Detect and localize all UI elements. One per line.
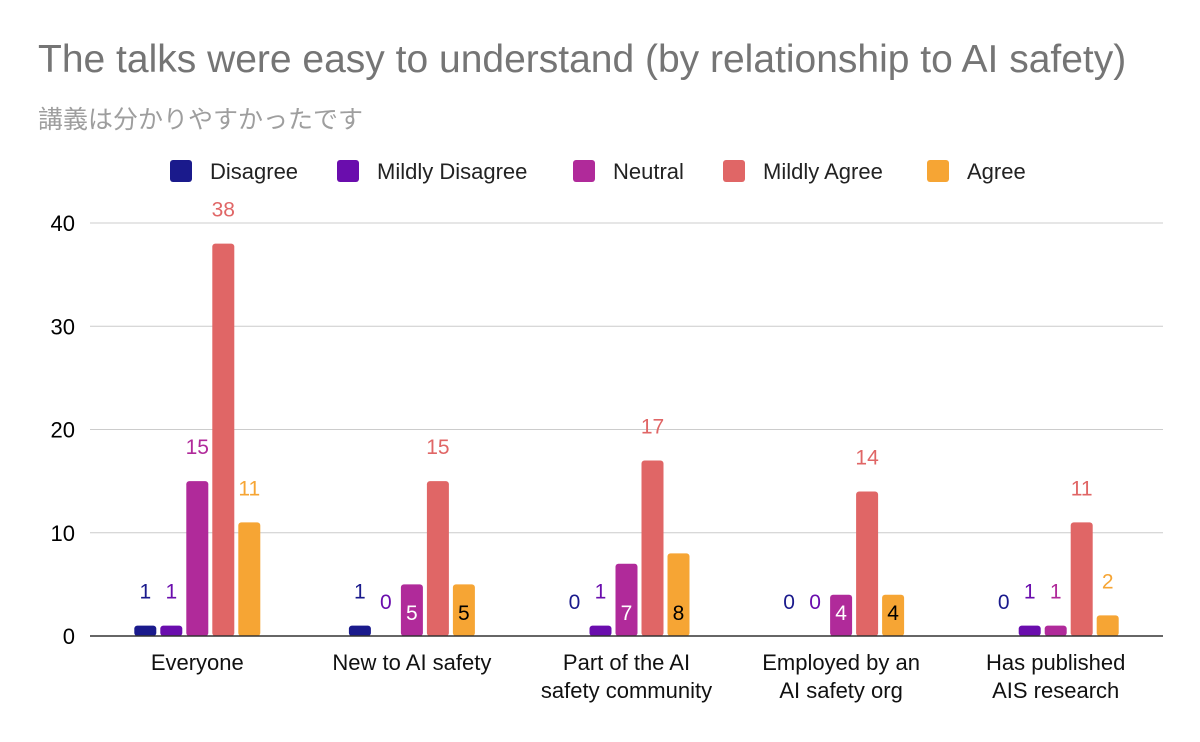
legend-swatch (927, 160, 949, 182)
bar (134, 625, 157, 636)
legend-swatch (573, 160, 595, 182)
data-label: 1 (1024, 581, 1036, 604)
bar (160, 625, 183, 636)
data-label: 0 (998, 591, 1010, 614)
data-label: 17 (641, 415, 664, 438)
legend-label: Mildly Agree (763, 159, 883, 184)
legend-label: Mildly Disagree (377, 159, 527, 184)
bar (882, 594, 905, 636)
gridlines (90, 222, 1163, 534)
chart-title: The talks were easy to understand (by re… (38, 38, 1127, 81)
y-tick-label: 40 (51, 211, 75, 236)
bar (1044, 625, 1067, 636)
data-label: 2 (1102, 570, 1114, 593)
bar (1070, 522, 1093, 636)
data-label: 0 (569, 591, 581, 614)
bar (400, 584, 423, 636)
y-tick-label: 30 (51, 314, 75, 339)
category-label: Employed by an (762, 650, 920, 675)
bar (856, 491, 879, 636)
data-label: 0 (783, 591, 795, 614)
chart-subtitle: 講義は分かりやすかったです (38, 105, 364, 134)
data-label: 7 (621, 602, 633, 625)
data-label: 1 (139, 581, 151, 604)
bar (238, 522, 261, 636)
legend-label: Neutral (613, 159, 684, 184)
bar (1018, 625, 1041, 636)
category-label: AIS research (992, 678, 1119, 703)
legend-label: Agree (967, 159, 1026, 184)
data-label: 11 (1071, 477, 1093, 500)
data-label: 4 (835, 602, 847, 625)
bar (641, 460, 664, 636)
category-label: Everyone (151, 650, 244, 675)
category-label: New to AI safety (332, 650, 491, 675)
bar (1096, 615, 1119, 636)
data-label: 38 (212, 199, 235, 222)
data-label: 4 (887, 602, 899, 625)
data-label: 15 (186, 436, 209, 459)
category-label: Has published (986, 650, 1125, 675)
data-label: 11 (238, 477, 260, 500)
data-label: 0 (809, 591, 821, 614)
data-label: 1 (1050, 581, 1062, 604)
data-label: 0 (380, 591, 392, 614)
legend-label: Disagree (210, 159, 298, 184)
bar (452, 584, 475, 636)
y-tick-label: 10 (51, 521, 75, 546)
bar (426, 481, 449, 636)
data-label: 5 (458, 602, 470, 625)
data-label: 15 (426, 436, 449, 459)
bar (186, 481, 209, 636)
legend-swatch (170, 160, 192, 182)
data-label: 14 (855, 446, 879, 469)
bar (667, 553, 690, 636)
legend-swatch (337, 160, 359, 182)
data-label: 8 (673, 602, 685, 625)
bar (615, 563, 638, 636)
bar (589, 625, 612, 636)
data-label: 5 (406, 602, 418, 625)
bar (212, 243, 235, 636)
legend-swatch (723, 160, 745, 182)
category-label: AI safety org (779, 678, 903, 703)
legend: Disagree Mildly Disagree Neutral Mildly Agr… (170, 159, 1026, 184)
bar (348, 625, 371, 636)
category-label: safety community (541, 678, 712, 703)
y-tick-label: 20 (51, 418, 75, 443)
data-label: 1 (354, 581, 366, 604)
data-label: 1 (165, 581, 177, 604)
bars (134, 243, 1119, 636)
bar (830, 594, 853, 636)
x-axis-categories: Everyone New to AI safety Part of the AI sa… (151, 650, 1126, 703)
data-label: 1 (595, 581, 607, 604)
category-label: Part of the AI (563, 650, 690, 675)
y-axis-ticks: 0 10 20 30 40 (51, 211, 75, 649)
y-tick-label: 0 (63, 624, 75, 649)
